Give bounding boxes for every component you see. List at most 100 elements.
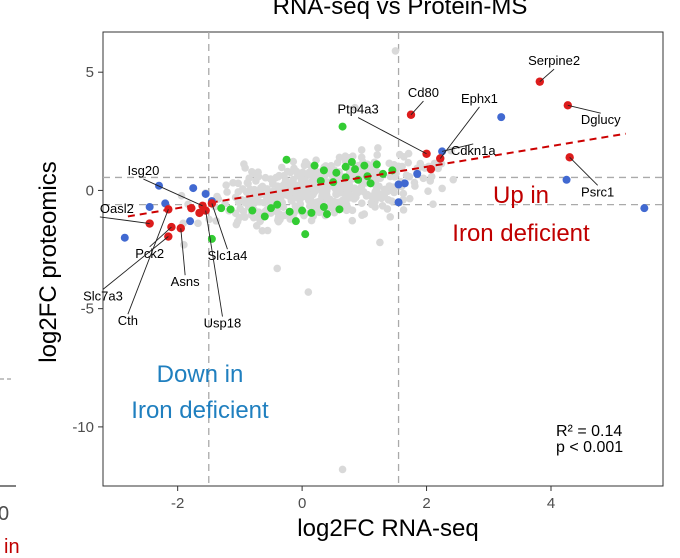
neighbor-tick-fragment: 0 [0,503,9,525]
background-point [352,185,361,194]
background-point [304,196,313,205]
background-point [372,185,381,194]
background-point [313,171,321,179]
y-tick-label: -10 [72,419,94,436]
background-point [404,158,413,167]
background-point [240,160,248,168]
up-annotation-line2: Iron deficient [452,220,590,247]
green-point [332,168,341,177]
gene-label-leader [539,68,555,82]
background-point [242,188,251,197]
background-point [357,153,366,162]
background-point [297,175,305,183]
gene-label-leader [205,210,223,317]
gene-label: Cth [118,313,138,328]
chart-title: RNA-seq vs Protein-MS [273,0,528,20]
background-point [374,144,382,152]
green-point [217,204,226,213]
background-point [359,187,368,196]
green-point [319,202,328,211]
background-point [255,198,264,206]
blue-point [640,204,649,213]
green-point [291,217,300,226]
up-annotation-line1: Up in [493,182,549,209]
green-point [260,212,269,221]
blue-point [120,233,129,242]
green-point [316,176,325,185]
background-point [373,151,382,159]
background-point [180,241,188,249]
gene-label-leader [567,104,601,114]
background-point [380,191,389,199]
y-tick-label: 0 [86,182,94,199]
green-point [323,210,331,219]
green-point [335,205,344,214]
p-value: p < 0.001 [556,439,623,456]
background-point [380,185,389,194]
green-point [267,204,275,213]
plot-panel-border [102,31,664,487]
red-point [187,203,196,213]
blue-point [189,184,198,193]
background-point [372,174,381,182]
blue-point [400,179,409,188]
gene-label-leader [410,100,424,116]
gene-label-leader [357,117,427,155]
neighbor-label-fragment: in [4,536,20,558]
background-point [335,153,344,162]
background-point [336,189,344,197]
background-point [349,152,357,160]
gene-label: Cdkn1a [451,143,497,158]
background-point [399,189,408,198]
background-point [213,192,221,201]
green-point [366,179,375,188]
gene-label-leader [127,209,169,315]
blue-point [497,113,506,122]
background-point [276,215,284,224]
background-point [360,210,369,218]
background-point [438,184,446,193]
background-point [284,179,292,188]
x-tick-label: 4 [547,495,555,512]
background-point [388,197,396,205]
background-point [370,193,379,202]
green-point [360,161,369,170]
gene-label: Oasl2 [100,201,134,216]
gene-label-leader [143,178,203,207]
blue-point [413,169,422,178]
background-point [367,200,376,209]
gene-label: Ptp4a3 [338,102,379,117]
background-point [348,216,357,225]
background-point [417,163,425,171]
background-point [386,213,395,221]
blue-point [201,189,210,198]
background-point [289,157,298,166]
background-point [234,179,242,188]
background-point [427,172,436,181]
blue-point [394,180,403,189]
background-point [357,146,366,154]
gene-label: Dglucy [581,112,621,127]
blue-point [562,175,571,184]
background-point [287,197,296,205]
background-point [295,181,304,189]
background-point [290,164,298,173]
plot-area: -2 0 2 4 5 0 -5 -10 Serpine2 Dglucy Cd80 Ephx1 Ptp4a… [72,31,664,512]
green-point [282,155,291,164]
down-annotation-line2: Iron deficient [131,397,269,424]
background-point [411,182,419,190]
background-point [194,219,202,228]
gene-label: Slc1a4 [208,248,248,263]
background-point [424,187,432,195]
y-axis-title: log2FC proteomics [35,161,62,362]
gene-label: Isg20 [128,163,160,178]
r-squared: R² = 0.14 [556,423,622,440]
green-point [226,205,235,214]
gene-label-leader [99,216,150,224]
x-tick-label: -2 [171,495,184,512]
blue-point [186,217,195,226]
background-point [316,197,324,205]
green-point [351,165,359,174]
background-point [243,196,251,204]
background-point [307,177,316,186]
